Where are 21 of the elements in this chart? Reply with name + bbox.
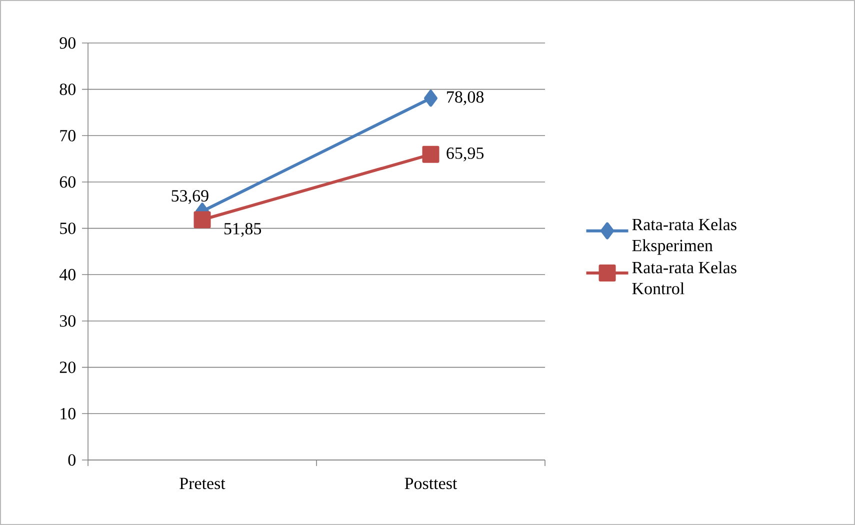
legend-label: Rata-rata Kelas Kontrol [632, 261, 736, 294]
y-tick-label: 90 [60, 37, 76, 49]
y-tick-label: 70 [60, 130, 76, 142]
y-tick-label: 60 [60, 176, 76, 188]
point [422, 146, 440, 163]
y-tick-label: 20 [60, 362, 76, 374]
y-tick-label: 40 [59, 268, 76, 280]
y-tick-label: 0 [68, 454, 76, 466]
data-label: 53,69 [172, 190, 208, 204]
y-tick-label: 30 [60, 315, 76, 327]
x-tick-label: Pretest [180, 478, 226, 490]
data-label: 65,95 [446, 147, 484, 162]
y-tick-label: 80 [60, 84, 76, 96]
data-label: 51,85 [224, 222, 262, 237]
x-tick-label: Posttest [404, 478, 458, 490]
data-label: 78,08 [447, 91, 484, 106]
point [424, 90, 438, 107]
y-tick-label: 10 [60, 408, 76, 420]
legend-label: Rata-rata Kelas Eksperimen [632, 218, 736, 255]
y-tick-label: 50 [60, 222, 76, 234]
point [194, 211, 211, 228]
